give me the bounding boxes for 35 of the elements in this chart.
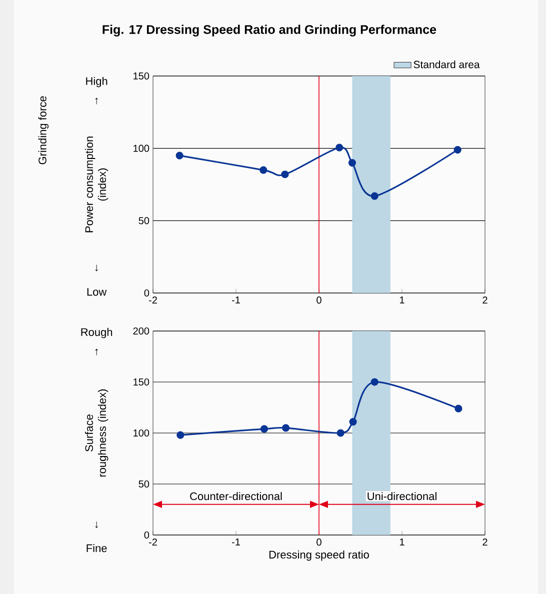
text: Low bbox=[87, 288, 107, 296]
x-tick-label: 1 bbox=[400, 296, 404, 304]
text: Fine bbox=[86, 544, 107, 552]
text: Grinding force bbox=[38, 96, 49, 164]
text: Rough bbox=[81, 328, 112, 338]
text: ↓ bbox=[95, 522, 98, 528]
x-tick-label: 2 bbox=[482, 538, 488, 546]
y-tick-label: 200 bbox=[133, 327, 150, 335]
chart-title: Fig. 17 Dressing Speed Ratio and Grinding Performance bbox=[102, 24, 436, 36]
annotation: Uni-directional bbox=[368, 492, 436, 500]
y-tick-label: 100 bbox=[134, 429, 150, 437]
x-tick-label: 0 bbox=[316, 538, 322, 546]
y-tick-label: 0 bbox=[144, 531, 150, 539]
text: ↑ bbox=[95, 98, 98, 104]
x-tick-label: 2 bbox=[482, 296, 488, 304]
annotation: Counter-directional bbox=[190, 492, 282, 500]
y-tick-label: 150 bbox=[134, 378, 150, 386]
x-tick-label: -2 bbox=[148, 296, 157, 304]
y-tick-label: 150 bbox=[134, 72, 150, 80]
x-tick-label: -1 bbox=[232, 538, 240, 546]
text: ↓ bbox=[95, 264, 98, 272]
text: ↑ bbox=[95, 348, 98, 356]
y-tick-label: 50 bbox=[138, 217, 150, 224]
x-tick-label: 0 bbox=[316, 296, 322, 304]
x-tick-label: -1 bbox=[232, 296, 240, 304]
y-tick-label: 100 bbox=[134, 144, 150, 152]
x-tick-label: 1 bbox=[400, 538, 404, 546]
y-tick-label: 0 bbox=[144, 289, 150, 297]
x-axis-title: Dressing speed ratio bbox=[269, 550, 369, 561]
y-tick-label: 50 bbox=[138, 480, 150, 488]
y-axis-title: Surface roughness (index) bbox=[84, 389, 108, 477]
text: High bbox=[86, 76, 108, 88]
x-tick-label: -2 bbox=[148, 538, 157, 546]
y-axis-title: Power consumption (index) bbox=[84, 136, 108, 232]
legend-label: Standard area bbox=[414, 60, 480, 68]
